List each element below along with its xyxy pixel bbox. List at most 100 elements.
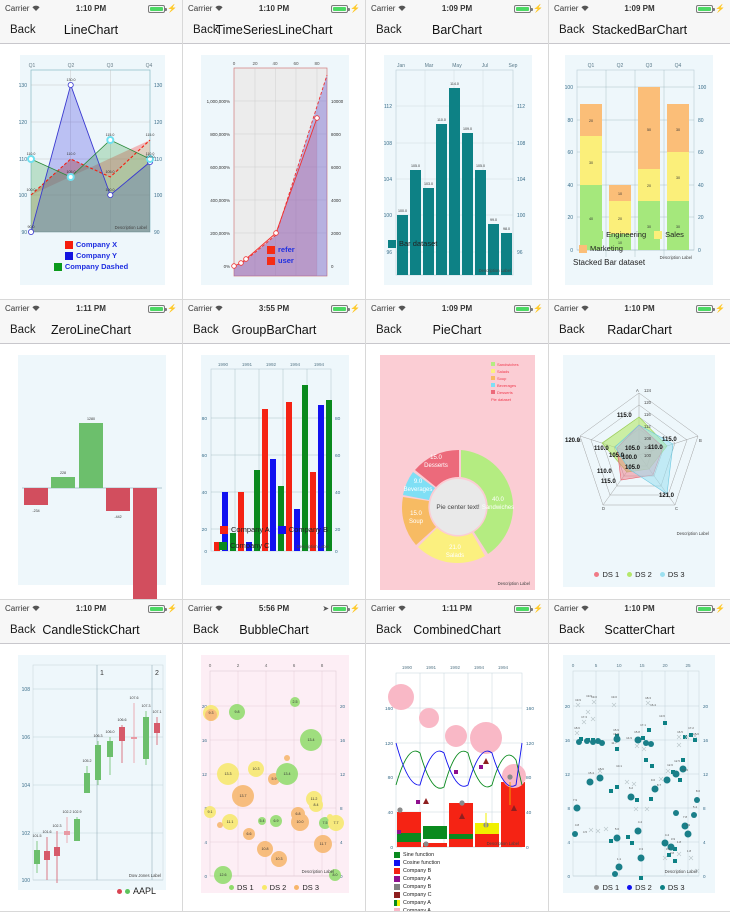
legend-item[interactable]: Company C [219,541,270,550]
legend-item[interactable]: DS 2 [627,883,652,892]
battery-icon [514,304,534,313]
svg-text:12.6: 12.6 [667,763,673,767]
timeseries-chart-area[interactable]: 0 20 40 60 80 1,000,000% 800,000% 600,000% 400… [183,45,365,299]
legend-item[interactable]: DS 1 [228,883,254,892]
svg-text:8: 8 [703,806,706,811]
legend-item[interactable]: Company A [220,525,270,534]
legend-item[interactable]: Company B [394,868,460,874]
bar-label: 228 [60,471,66,475]
legend-item[interactable]: AAPL [116,886,156,896]
legend-item[interactable]: Company A [394,908,464,911]
legend-item[interactable]: Cosine function [394,860,464,866]
svg-text:20: 20 [340,704,346,709]
legend-swatch-icon [394,860,400,866]
svg-text:8000: 8000 [331,132,341,137]
svg-text:9.1: 9.1 [208,810,213,814]
battery-icon [148,304,168,313]
legend-item[interactable]: Company C [394,892,464,898]
legend-item[interactable]: DS 2 [261,883,286,892]
svg-text:20: 20 [202,527,208,533]
legend-label: DS 2 [635,883,652,892]
legend-item[interactable]: DS 1 [594,883,619,892]
svg-text:9.8: 9.8 [235,710,240,714]
legend-item[interactable]: Company B [394,884,460,890]
svg-text:200,000%: 200,000% [210,231,230,236]
legend-item[interactable]: Company A [394,900,460,906]
page-title: TimeSeriesLineChart [215,23,333,37]
svg-text:19.0: 19.0 [611,695,617,699]
legend-item[interactable]: Bar dataset [388,239,437,248]
legend-item[interactable]: Company Dashed [53,262,128,271]
battery-icon [148,4,168,13]
svg-text:108: 108 [644,436,652,441]
stackedbar-chart-area[interactable]: Q1 Q2 Q3 Q4 100 80 60 40 20 0 100 80 60 40 20 0 [549,45,730,299]
back-button[interactable]: Back [10,324,36,336]
bar-chart-area[interactable]: Jan Mar May Jul Sep 112 108 104 100 96 112 108 1… [366,45,548,299]
candlestick-chart-area[interactable]: 108 106 104 102 100 1 2 [0,645,182,911]
legend-item[interactable]: Company Y [64,251,117,260]
legend-dot-icon [627,885,633,890]
svg-text:4: 4 [567,840,570,845]
status-bar: Carrier 1:10 PM ⚡ [0,0,182,17]
groupbar-chart-area[interactable]: 1990 1991 1992 1994 1994 80 60 40 20 0 80 60 40 … [183,345,365,599]
svg-text:19.9: 19.9 [575,698,581,702]
svg-text:104: 104 [384,177,393,183]
carrier-group: Carrier [188,604,224,613]
carrier-label: Carrier [5,304,30,313]
legend-item[interactable]: DS 3 [294,883,319,892]
legend-item[interactable]: DS 1 [594,570,619,579]
back-button[interactable]: Back [193,624,219,636]
pie-chart-area[interactable]: Pie center text! 40.0 Sandwiches 21.0 Sala… [366,345,548,599]
zeroline-chart-area[interactable]: -234 228 1280 -442 -2588 Description Lab… [0,345,182,599]
back-button[interactable]: Back [559,24,585,36]
back-button[interactable]: Back [559,324,585,336]
combined-legend: Sine function Cosine function Company B … [366,852,516,911]
legend-item[interactable]: DS 3 [659,570,685,579]
legend-item[interactable]: refer [267,245,295,254]
svg-text:100: 100 [644,453,652,458]
combined-chart-area[interactable]: 1990 1991 1992 1994 1994 160 120 80 40 0 160 12… [366,645,548,911]
bar-label: -234 [32,509,39,513]
legend-item[interactable]: Company B [277,525,328,534]
legend-swatch-icon [267,245,275,254]
nav-bar: Back ZeroLineChart [0,317,182,344]
carrier-label: Carrier [188,604,213,613]
back-button[interactable]: Back [193,324,219,336]
back-button[interactable]: Back [10,624,36,636]
svg-text:114.0: 114.0 [450,82,459,86]
carrier-group: Carrier [371,304,407,313]
nav-bar: Back PieChart [366,317,548,344]
status-time: 1:10 PM [624,304,655,313]
carrier-group: Carrier [5,604,41,613]
legend-item[interactable]: Sales [654,230,684,239]
radar-chart-area[interactable]: A B C D E 124 120 116 112 108 104 100 115.0 115.0 1… [549,345,730,599]
legend-item[interactable]: user [267,256,294,265]
svg-text:3.3: 3.3 [639,847,644,851]
back-button[interactable]: Back [193,24,219,36]
legend-item[interactable]: Engineering [595,230,646,239]
legend-item[interactable]: Marketing [579,244,623,253]
nav-bar: Back GroupBarChart [183,317,365,344]
legend-item[interactable]: Company X [64,240,117,249]
battery-group: ⚡ [148,604,177,613]
legend-item[interactable]: DS 2 [627,570,652,579]
status-bar: Carrier 1:09 PM ⚡ [366,0,548,17]
legend-item[interactable]: DS 3 [659,883,685,892]
legend-item[interactable]: Company A [394,876,464,882]
legend-swatch-icon [53,262,62,271]
svg-text:8.0: 8.0 [333,873,338,877]
status-bar: Carrier 1:10 PM ⚡ [549,300,730,317]
back-button[interactable]: Back [376,324,402,336]
scatter-chart-area[interactable]: 0 5 10 15 20 25 20 16 12 8 4 0 20 16 12 8 4 0 [549,645,730,911]
back-button[interactable]: Back [376,24,402,36]
back-button[interactable]: Back [10,24,36,36]
svg-text:25: 25 [685,663,691,668]
back-button[interactable]: Back [559,624,585,636]
back-button[interactable]: Back [376,624,402,636]
svg-text:E: E [578,438,581,443]
legend-item[interactable]: Sine function [394,852,460,858]
svg-text:Q2: Q2 [617,63,624,69]
line-chart-area[interactable]: Q1 Q2 Q3 Q4 130 120 110 100 90 130 120 110 100 9… [0,45,182,299]
svg-text:60: 60 [567,150,573,156]
